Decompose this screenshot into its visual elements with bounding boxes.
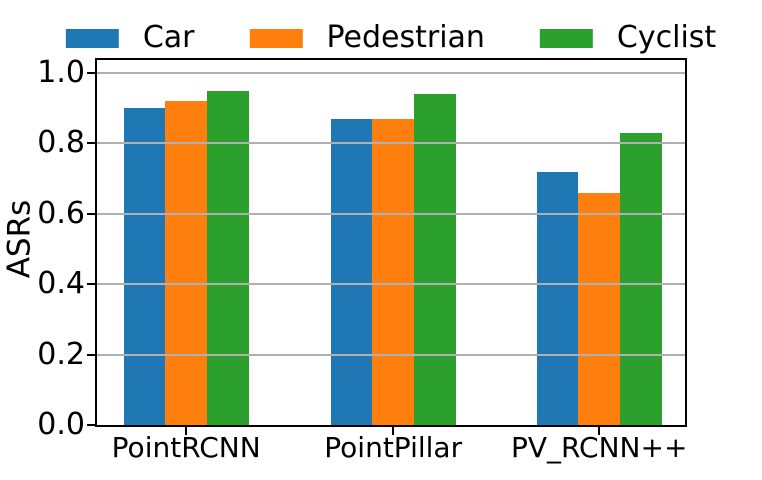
legend-swatch-car [65, 28, 119, 48]
bar-car-pv_rcnn++ [536, 171, 579, 425]
bar-cyclist-pointrcnn [207, 90, 249, 425]
gridline-0.2 [97, 353, 685, 356]
legend: Car Pedestrian Cyclist [65, 20, 717, 55]
bar-car-pointpillar [330, 118, 373, 425]
gridline-0.8 [97, 142, 685, 145]
x-tick-mark-pv_rcnn++ [598, 427, 601, 435]
gridline-0.4 [97, 283, 685, 286]
bar-pedestrian-pointpillar [372, 118, 414, 425]
y-tick-mark-0.6 [87, 212, 95, 215]
x-tick-mark-pointrcnn [185, 427, 188, 435]
y-tick-mark-0.4 [87, 283, 95, 286]
y-tick-mark-0.8 [87, 142, 95, 145]
y-tick-mark-0.2 [87, 353, 95, 356]
bar-pedestrian-pv_rcnn++ [578, 192, 620, 425]
legend-item-cyclist: Cyclist [539, 20, 717, 55]
y-tick-label-0.8: 0.8 [37, 125, 85, 161]
legend-swatch-pedestrian [249, 28, 303, 48]
bar-car-pointrcnn [123, 108, 166, 425]
gridline-1.0 [97, 72, 685, 74]
y-tick-mark-0.0 [87, 424, 95, 426]
y-tick-label-0.4: 0.4 [37, 266, 85, 302]
x-tick-label-pv_rcnn++: PV_RCNN++ [510, 431, 688, 464]
y-tick-mark-1.0 [87, 72, 95, 74]
legend-label-pedestrian: Pedestrian [326, 20, 485, 55]
y-tick-label-0.0: 0.0 [37, 407, 85, 442]
legend-swatch-cyclist [539, 28, 593, 48]
y-tick-label-0.2: 0.2 [37, 336, 85, 372]
x-tick-label-pointrcnn: PointRCNN [111, 431, 261, 464]
legend-item-pedestrian: Pedestrian [249, 20, 485, 55]
y-axis-label: ASRs [1, 199, 38, 279]
bar-pedestrian-pointrcnn [165, 101, 207, 425]
y-tick-label-0.6: 0.6 [37, 195, 85, 231]
y-tick-label-1.0: 1.0 [37, 55, 85, 90]
gridline-0.6 [97, 212, 685, 215]
bar-cyclist-pointpillar [414, 94, 456, 425]
legend-label-car: Car [142, 20, 195, 55]
x-tick-mark-pointpillar [392, 427, 395, 435]
legend-item-car: Car [65, 20, 195, 55]
x-tick-label-pointpillar: PointPillar [324, 431, 463, 464]
bar-cyclist-pv_rcnn++ [620, 132, 662, 425]
plot-area: 0.0 0.2 0.4 0.6 0.8 1.0 PointRCNN PointPillar PV… [37, 58, 687, 462]
legend-label-cyclist: Cyclist [616, 20, 717, 55]
